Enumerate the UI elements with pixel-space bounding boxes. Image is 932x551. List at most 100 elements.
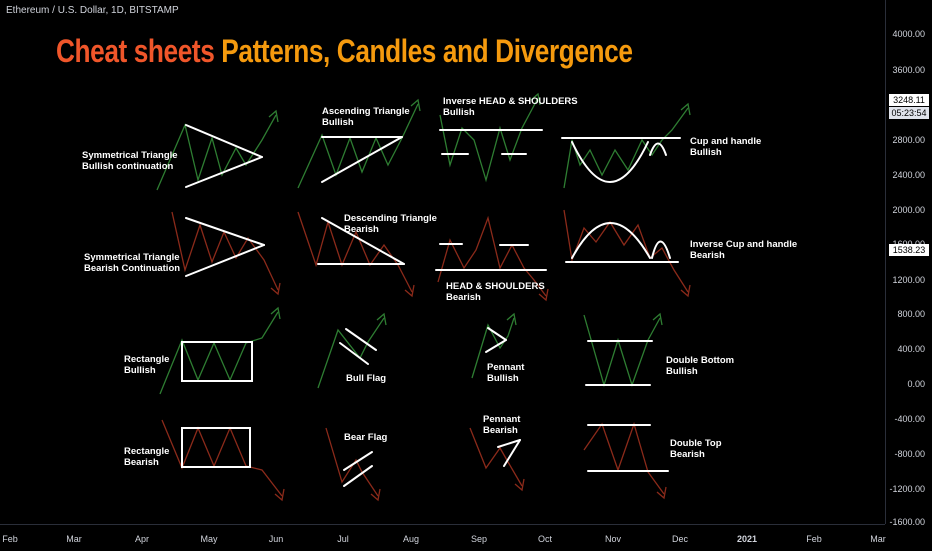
label-inv-cup: Inverse Cup and handle Bearish	[690, 239, 798, 261]
inverse-cup-curve	[571, 222, 651, 259]
price-path-rect-bull	[159, 311, 279, 395]
bar-countdown: 05:23:54	[889, 107, 929, 119]
y-tick: 2000.00	[892, 205, 925, 215]
drawing-price-tag: 1538.23	[889, 244, 929, 256]
arrow-head	[530, 92, 541, 106]
label-hs: HEAD & SHOULDERS Bearish	[446, 281, 545, 303]
pennant-lower	[485, 339, 507, 353]
rectangle-box	[181, 427, 251, 468]
arrow-head	[506, 312, 517, 326]
current-price-tag: 3248.11	[889, 94, 929, 106]
label-rect-bull: Rectangle Bullish	[124, 354, 170, 376]
x-tick: Sep	[470, 534, 488, 544]
label-cup-handle: Cup and handle Bullish	[690, 136, 762, 158]
arrow-head	[538, 288, 549, 302]
price-path-sym-tri-bear	[171, 211, 279, 291]
time-axis[interactable]: Feb Mar Apr May Jun Jul Aug Sep Oct Nov …	[0, 524, 886, 551]
y-tick: -400.00	[894, 414, 925, 424]
x-tick: Feb	[2, 534, 18, 544]
inverse-handle-curve	[651, 240, 671, 259]
y-tick: 2800.00	[892, 135, 925, 145]
label-double-top: Double Top Bearish	[670, 438, 722, 460]
pennant-upper	[487, 327, 507, 341]
arrow-head	[270, 306, 281, 320]
price-path-rect-bear	[161, 419, 283, 497]
arrow-head	[680, 102, 691, 116]
x-tick: Nov	[604, 534, 622, 544]
price-path-sym-tri-bull	[156, 114, 277, 191]
pattern-drawings	[156, 92, 691, 502]
flag-lower	[343, 465, 373, 487]
label-pennant-bull: Pennant Bullish	[487, 362, 525, 384]
headline-part-a: Cheat sheets	[56, 33, 215, 69]
headline-part-b: Patterns, Candles and Divergence	[221, 33, 633, 69]
y-tick: 4000.00	[892, 29, 925, 39]
handle-curve	[649, 142, 667, 156]
label-pennant-bear: Pennant Bearish	[483, 414, 521, 436]
x-tick: Oct	[537, 534, 553, 544]
y-tick: 400.00	[897, 344, 925, 354]
flag-upper	[343, 451, 373, 471]
arrow-head	[376, 312, 387, 326]
arrow-head	[404, 284, 415, 298]
y-tick: 2400.00	[892, 170, 925, 180]
price-path-double-bottom	[583, 314, 661, 388]
rectangle-box	[181, 341, 253, 382]
arrow-head	[656, 486, 667, 500]
arrow-head	[268, 109, 279, 123]
y-tick: 3600.00	[892, 65, 925, 75]
arrow-head	[274, 488, 285, 502]
arrow-head	[680, 284, 691, 298]
arrow-head	[270, 282, 281, 296]
label-bull-flag: Bull Flag	[346, 373, 387, 384]
price-path-double-top	[583, 421, 665, 495]
pennant-upper	[497, 439, 521, 448]
x-tick: Jul	[337, 534, 349, 544]
arrow-head	[652, 312, 663, 326]
trendline-upper	[321, 217, 405, 265]
label-desc-tri: Descending Triangle Bearish	[344, 213, 437, 235]
arrow-head	[514, 478, 525, 492]
trendline-upper	[185, 217, 265, 246]
label-inv-hs: Inverse HEAD & SHOULDERS Bullish	[443, 96, 578, 118]
chart-headline: Cheat sheets Patterns, Candles and Diver…	[56, 33, 633, 70]
label-bear-flag: Bear Flag	[344, 432, 388, 443]
label-rect-bear: Rectangle Bearish	[124, 446, 170, 468]
x-tick: Aug	[402, 534, 420, 544]
x-tick: Mar	[66, 534, 82, 544]
cup-curve	[571, 141, 649, 183]
trendline-lower	[185, 244, 265, 277]
y-tick: 0.00	[907, 379, 925, 389]
price-path-bear-flag	[325, 427, 379, 497]
pennant-lower	[503, 439, 521, 467]
y-tick: 800.00	[897, 309, 925, 319]
trendline-lower	[185, 156, 263, 188]
x-tick: Feb	[806, 534, 822, 544]
flag-upper	[345, 328, 377, 351]
price-path-hs	[437, 215, 547, 297]
trendline-upper	[185, 124, 263, 158]
flag-lower	[339, 342, 369, 365]
label-double-bottom: Double Bottom Bullish	[666, 355, 735, 377]
price-path-inv-cup	[563, 209, 689, 293]
x-tick: May	[200, 534, 218, 544]
x-tick-year: 2021	[736, 534, 758, 544]
y-tick: -1200.00	[889, 484, 925, 494]
price-path-inv-hs	[439, 97, 539, 183]
y-tick: -1600.00	[889, 517, 925, 527]
price-axis[interactable]: 4000.00 3600.00 2800.00 2400.00 2000.00 …	[885, 0, 932, 527]
y-tick: -800.00	[894, 449, 925, 459]
x-tick: Dec	[671, 534, 689, 544]
label-asc-tri: Ascending Triangle Bullish	[322, 106, 410, 128]
price-path-asc-tri	[297, 103, 419, 189]
y-tick: 1200.00	[892, 275, 925, 285]
x-tick: Apr	[134, 534, 150, 544]
x-tick: Jun	[268, 534, 284, 544]
arrow-head	[370, 488, 381, 502]
x-tick: Mar	[870, 534, 886, 544]
symbol-title: Ethereum / U.S. Dollar, 1D, BITSTAMP	[6, 5, 179, 16]
trendline-support	[321, 136, 403, 183]
label-sym-tri-bear: Symmetrical Triangle Bearish Continuatio…	[84, 252, 181, 274]
price-path-pennant-bear	[469, 427, 523, 487]
arrow-head	[410, 98, 421, 112]
